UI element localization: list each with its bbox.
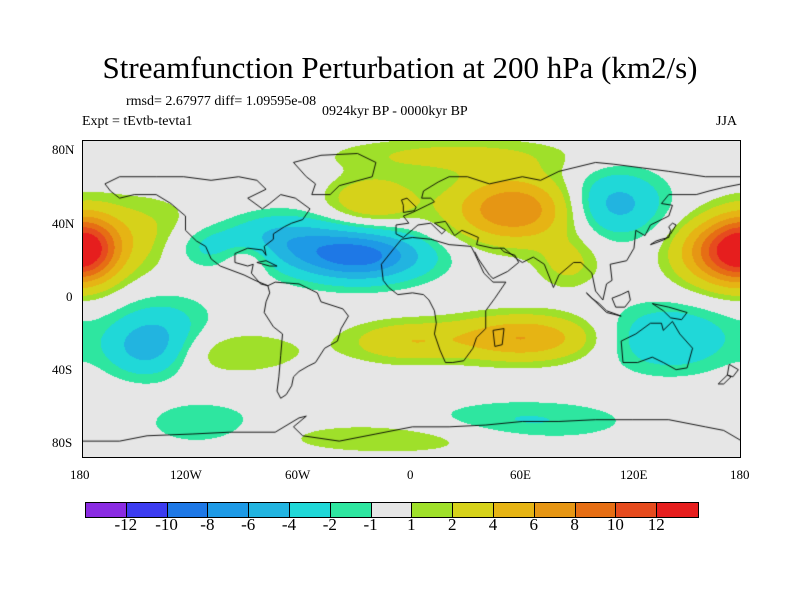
- rmsd-diff-text: rmsd= 2.67977 diff= 1.09595e-08: [126, 94, 317, 109]
- colorbar-label: 6: [529, 515, 539, 534]
- colorbar-swatch: [208, 503, 250, 517]
- colorbar-swatch: [453, 503, 494, 517]
- colorbar-swatch: [371, 503, 413, 517]
- colorbar-label: -1: [363, 515, 378, 534]
- lon-label-60w: 60W: [285, 467, 311, 482]
- colorbar: [85, 502, 699, 518]
- lon-label-120e: 120E: [620, 467, 648, 482]
- colorbar-label: -10: [155, 515, 178, 534]
- lon-label-0: 0: [407, 467, 414, 482]
- map-panel: [82, 140, 741, 458]
- colorbar-swatch: [126, 503, 168, 517]
- colorbar-swatch: [249, 503, 290, 517]
- colorbar-swatch: [167, 503, 209, 517]
- experiment-text: Expt = tEvtb-tevta1: [82, 114, 193, 129]
- figure-title: Streamfunction Perturbation at 200 hPa (…: [102, 50, 698, 85]
- colorbar-label: 10: [606, 515, 624, 534]
- lon-label-180w: 180: [70, 467, 90, 482]
- colorbar-swatch: [575, 503, 617, 517]
- period-text: 0924kyr BP - 0000kyr BP: [322, 104, 468, 119]
- colorbar-swatch: [330, 503, 372, 517]
- lat-label-0: 0: [66, 289, 73, 304]
- colorbar-label: 12: [647, 515, 665, 534]
- lat-label-80s: 80S: [52, 435, 73, 450]
- colorbar-label: -12: [114, 515, 138, 534]
- colorbar-label: -6: [241, 515, 256, 534]
- colorbar-swatch: [616, 503, 658, 517]
- colorbar-swatch: [534, 503, 576, 517]
- colorbar-swatch: [657, 503, 698, 517]
- colorbar-label: 1: [407, 515, 416, 534]
- lon-label-120w: 120W: [170, 467, 202, 482]
- colorbar-label: 4: [488, 515, 498, 534]
- colorbar-label: 8: [570, 515, 579, 534]
- lat-label-80n: 80N: [52, 142, 75, 157]
- colorbar-label: -4: [281, 515, 297, 534]
- lon-label-60e: 60E: [510, 467, 531, 482]
- colorbar-label: -2: [322, 515, 337, 534]
- lon-label-180e: 180: [730, 467, 750, 482]
- colorbar-label: 2: [447, 515, 457, 534]
- colorbar-swatch: [493, 503, 535, 517]
- lat-label-40n: 40N: [52, 216, 75, 231]
- colorbar-swatch: [86, 503, 127, 517]
- streamfunction-field: [83, 141, 740, 457]
- colorbar-swatch: [412, 503, 454, 517]
- season-text: JJA: [716, 114, 738, 129]
- colorbar-swatch: [289, 503, 331, 517]
- colorbar-label: -8: [200, 515, 215, 534]
- lat-label-40s: 40S: [52, 362, 73, 377]
